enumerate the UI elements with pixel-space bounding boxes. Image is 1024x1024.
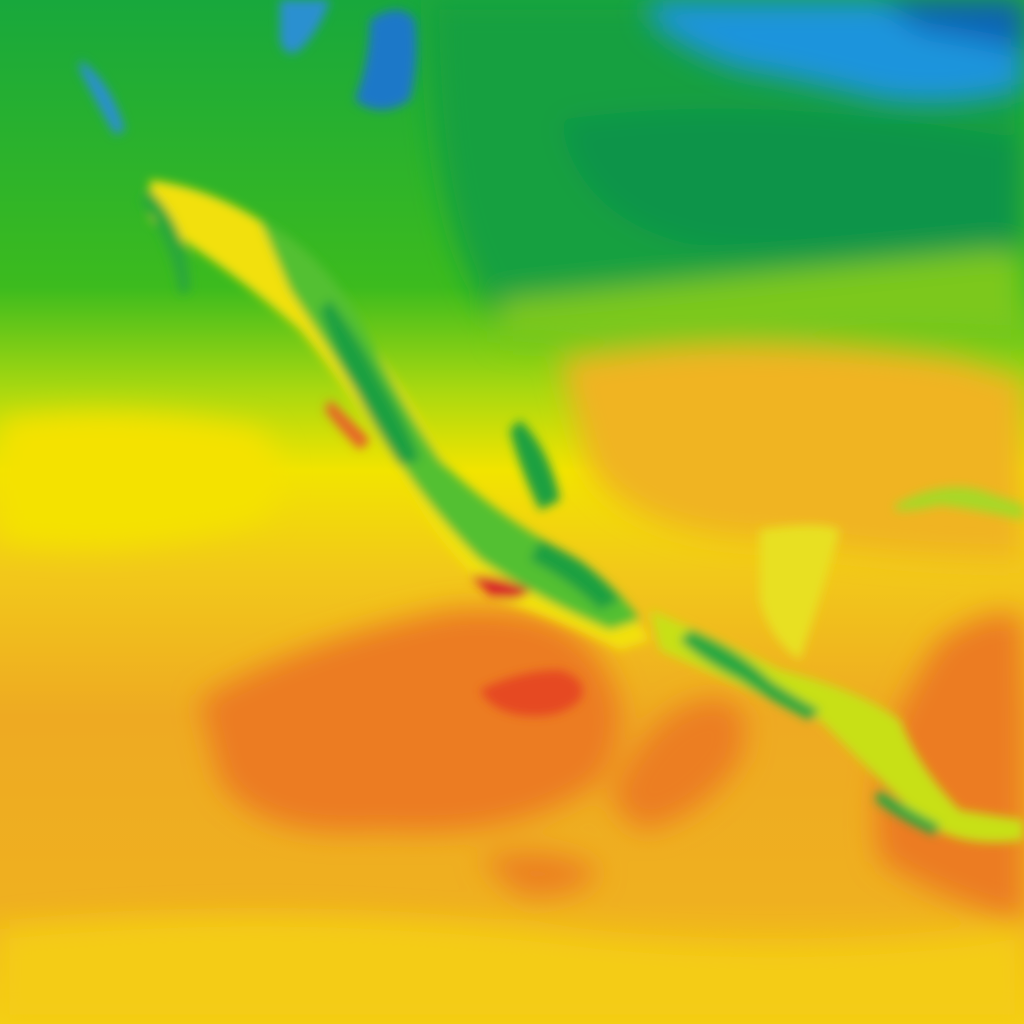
highland	[320, 300, 420, 465]
peninsula	[140, 190, 190, 295]
peninsula	[760, 525, 840, 660]
highland	[875, 790, 940, 835]
highland	[680, 630, 820, 720]
transition-zone	[500, 250, 1024, 345]
hot-zone	[610, 698, 745, 830]
warm-zone	[0, 917, 1024, 1024]
highland	[510, 420, 560, 510]
mild-zone	[0, 412, 280, 547]
hot-spot	[325, 400, 370, 450]
cold-spot	[355, 10, 417, 110]
hot-zone	[480, 852, 600, 896]
cold-front	[650, 0, 1024, 104]
highland	[260, 220, 640, 630]
island	[895, 487, 1024, 520]
hot-spot	[470, 575, 530, 599]
hot-zone	[200, 608, 620, 832]
land-features	[80, 0, 1024, 843]
cold-zone	[880, 0, 1024, 50]
hot-spot	[480, 670, 583, 716]
cool-zone	[560, 108, 1024, 254]
cold-spot	[280, 0, 330, 54]
highland	[530, 540, 620, 610]
cold-spot	[80, 60, 125, 135]
hot-zone	[876, 613, 1024, 920]
